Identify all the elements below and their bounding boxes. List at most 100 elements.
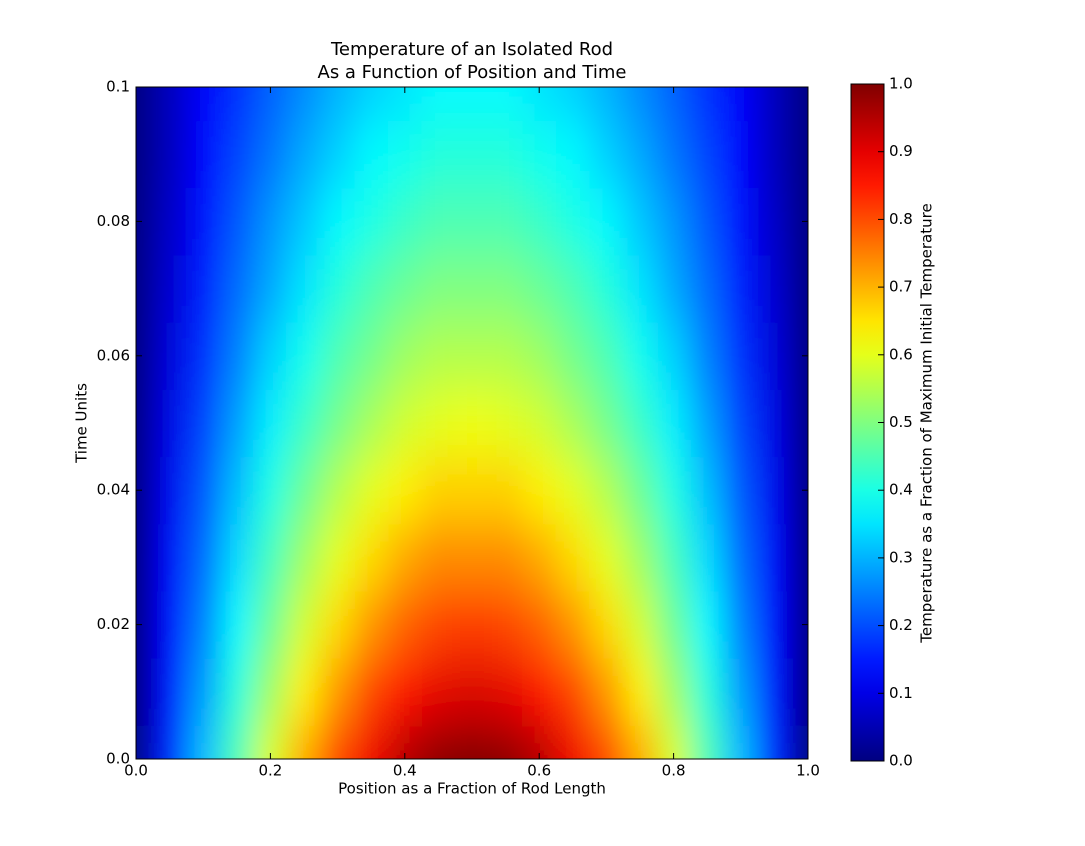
heatmap-cell xyxy=(488,255,523,323)
heatmap-cell xyxy=(791,523,808,592)
y-tick-label: 0.0 xyxy=(106,750,130,768)
heatmap-cell xyxy=(287,658,322,726)
heatmap-cell xyxy=(656,658,691,726)
heatmap-cell xyxy=(455,591,490,659)
heatmap-cell xyxy=(556,187,591,256)
heatmap-cell xyxy=(186,255,221,323)
heatmap-cell xyxy=(791,322,808,390)
heatmap-cell xyxy=(791,658,808,726)
heatmap-cell xyxy=(152,456,187,525)
heatmap-cell xyxy=(354,591,389,659)
heatmap-cell xyxy=(388,120,423,189)
colorbar-tick-label: 0.1 xyxy=(889,684,913,702)
heatmap-cell xyxy=(421,523,456,592)
heatmap-cell xyxy=(690,255,725,323)
heatmap-cell xyxy=(589,187,624,256)
y-tick-label: 0.04 xyxy=(97,481,130,499)
heatmap-cell xyxy=(623,523,658,592)
heatmap-cell xyxy=(186,725,221,759)
heatmap-cell xyxy=(136,523,154,592)
heatmap-cell xyxy=(690,389,725,458)
y-tick-label: 0.1 xyxy=(106,78,130,96)
heatmap-cell xyxy=(556,255,591,323)
heatmap-cell xyxy=(186,87,221,122)
heatmap-cell xyxy=(354,523,389,592)
heatmap-cell xyxy=(287,87,322,122)
heatmap-cell xyxy=(320,591,355,659)
colorbar-tick-label: 0.3 xyxy=(889,548,913,566)
heatmap-cell xyxy=(455,658,490,726)
heatmap-cell xyxy=(791,389,808,458)
heatmap-cell xyxy=(757,523,792,592)
heatmap-cell xyxy=(455,255,490,323)
heatmap-cell xyxy=(136,187,154,256)
heatmap-cell xyxy=(623,120,658,189)
heatmap-cell xyxy=(152,591,187,659)
heatmap-cell xyxy=(421,255,456,323)
heatmap-cell xyxy=(287,187,322,256)
heatmap-cell xyxy=(253,389,288,458)
heatmap-cell xyxy=(136,87,154,122)
heatmap-cell xyxy=(556,523,591,592)
heatmap-cell xyxy=(556,725,591,759)
heatmap-cell xyxy=(724,658,759,726)
heatmap-cell xyxy=(757,456,792,525)
heatmap-cell xyxy=(287,523,322,592)
heatmap-cell xyxy=(589,322,624,390)
x-tick-label: 1.0 xyxy=(796,762,820,780)
heatmap-cell xyxy=(388,389,423,458)
heatmap-cell xyxy=(656,187,691,256)
heatmap-cell xyxy=(253,322,288,390)
heatmap-cell xyxy=(186,322,221,390)
heatmap-cell xyxy=(421,187,456,256)
heatmap-cell xyxy=(522,523,557,592)
heatmap-cell xyxy=(522,255,557,323)
heatmap-cell xyxy=(186,523,221,592)
heatmap-cell xyxy=(287,255,322,323)
heatmap-cell xyxy=(488,87,523,122)
heatmap-cell xyxy=(186,658,221,726)
heatmap-cell xyxy=(791,120,808,189)
heatmap-cell xyxy=(354,456,389,525)
heatmap-cell xyxy=(455,322,490,390)
heatmap-cell xyxy=(388,255,423,323)
heatmap-cells xyxy=(136,87,808,759)
heatmap-cell xyxy=(690,725,725,759)
heatmap-cell xyxy=(623,725,658,759)
heatmap-cell xyxy=(152,120,187,189)
heatmap-cell xyxy=(791,187,808,256)
heatmap-cell xyxy=(656,87,691,122)
heatmap-cell xyxy=(522,120,557,189)
heatmap-cell xyxy=(690,120,725,189)
heatmap-cell xyxy=(488,658,523,726)
heatmap-cell xyxy=(724,523,759,592)
heatmap-cell xyxy=(757,658,792,726)
x-tick-label: 0.6 xyxy=(527,762,551,780)
heatmap xyxy=(136,87,808,759)
colorbar-tick-label: 0.5 xyxy=(889,413,913,431)
heatmap-cell xyxy=(220,87,255,122)
heatmap-cell xyxy=(757,322,792,390)
heatmap-cell xyxy=(152,187,187,256)
heatmap-cell xyxy=(522,389,557,458)
heatmap-cell xyxy=(320,322,355,390)
colorbar-tick-label: 0.6 xyxy=(889,345,913,363)
heatmap-cell xyxy=(186,120,221,189)
heatmap-cell xyxy=(656,255,691,323)
heatmap-cell xyxy=(656,389,691,458)
heatmap-cell xyxy=(656,120,691,189)
colorbar-tick-label: 0.7 xyxy=(889,278,913,296)
heatmap-cell xyxy=(421,87,456,122)
heatmap-cell xyxy=(136,255,154,323)
heatmap-cell xyxy=(488,591,523,659)
heatmap-cell xyxy=(724,120,759,189)
heatmap-cell xyxy=(623,389,658,458)
heatmap-cell xyxy=(287,456,322,525)
heatmap-cell xyxy=(354,725,389,759)
heatmap-cell xyxy=(455,87,490,122)
heatmap-cell xyxy=(757,187,792,256)
heatmap-cell xyxy=(589,120,624,189)
heatmap-cell xyxy=(455,523,490,592)
heatmap-cell xyxy=(320,87,355,122)
